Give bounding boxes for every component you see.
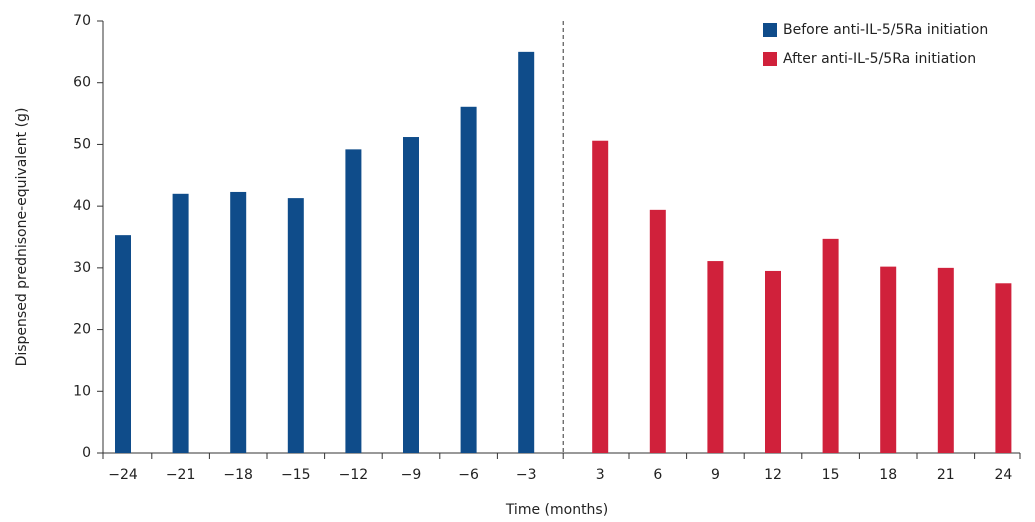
y-tick-label: 30 bbox=[73, 260, 91, 276]
x-tick-label: 12 bbox=[764, 467, 782, 483]
bar bbox=[822, 238, 839, 453]
bar bbox=[115, 235, 131, 453]
legend-label: Before anti-IL-5/5Ra initiation bbox=[783, 22, 988, 38]
x-tick-label: −9 bbox=[401, 467, 422, 483]
y-tick-label: 40 bbox=[73, 198, 91, 214]
x-tick-label: −3 bbox=[516, 467, 537, 483]
x-tick-label: −6 bbox=[458, 467, 479, 483]
x-tick-label: 21 bbox=[937, 467, 955, 483]
x-tick-label: 6 bbox=[653, 467, 662, 483]
bar bbox=[649, 209, 666, 453]
x-tick-label: −24 bbox=[108, 467, 138, 483]
x-tick-label: 24 bbox=[994, 467, 1012, 483]
y-axis-label: Dispensed prednisone-equivalent (g) bbox=[14, 108, 30, 367]
x-tick-label: 18 bbox=[879, 467, 897, 483]
bar bbox=[172, 193, 189, 454]
x-tick-label: 15 bbox=[822, 467, 840, 483]
legend-label: After anti-IL-5/5Ra initiation bbox=[783, 51, 976, 67]
y-tick-label: 10 bbox=[73, 383, 91, 399]
bar bbox=[287, 198, 304, 453]
y-tick-label: 70 bbox=[73, 13, 91, 29]
bar bbox=[345, 149, 362, 453]
x-tick-label: 9 bbox=[711, 467, 720, 483]
bar bbox=[230, 191, 247, 453]
bar bbox=[403, 137, 419, 453]
legend-swatch bbox=[763, 52, 777, 66]
bar bbox=[460, 106, 477, 453]
x-tick-label: −15 bbox=[281, 467, 311, 483]
y-tick-label: 50 bbox=[73, 136, 91, 152]
x-axis-label: Time (months) bbox=[505, 502, 608, 518]
x-tick-label: 3 bbox=[596, 467, 605, 483]
bar bbox=[937, 267, 954, 453]
x-tick-label: −12 bbox=[339, 467, 369, 483]
x-tick-label: −18 bbox=[223, 467, 253, 483]
y-tick-label: 0 bbox=[82, 445, 91, 461]
y-tick-label: 20 bbox=[73, 322, 91, 338]
bar bbox=[765, 270, 781, 453]
legend-swatch bbox=[763, 23, 777, 37]
y-tick-label: 60 bbox=[73, 75, 91, 91]
x-tick-label: −21 bbox=[166, 467, 196, 483]
bar bbox=[880, 266, 897, 453]
bar bbox=[592, 140, 609, 453]
bar bbox=[518, 51, 535, 453]
bar bbox=[995, 283, 1012, 453]
bar bbox=[707, 261, 724, 453]
